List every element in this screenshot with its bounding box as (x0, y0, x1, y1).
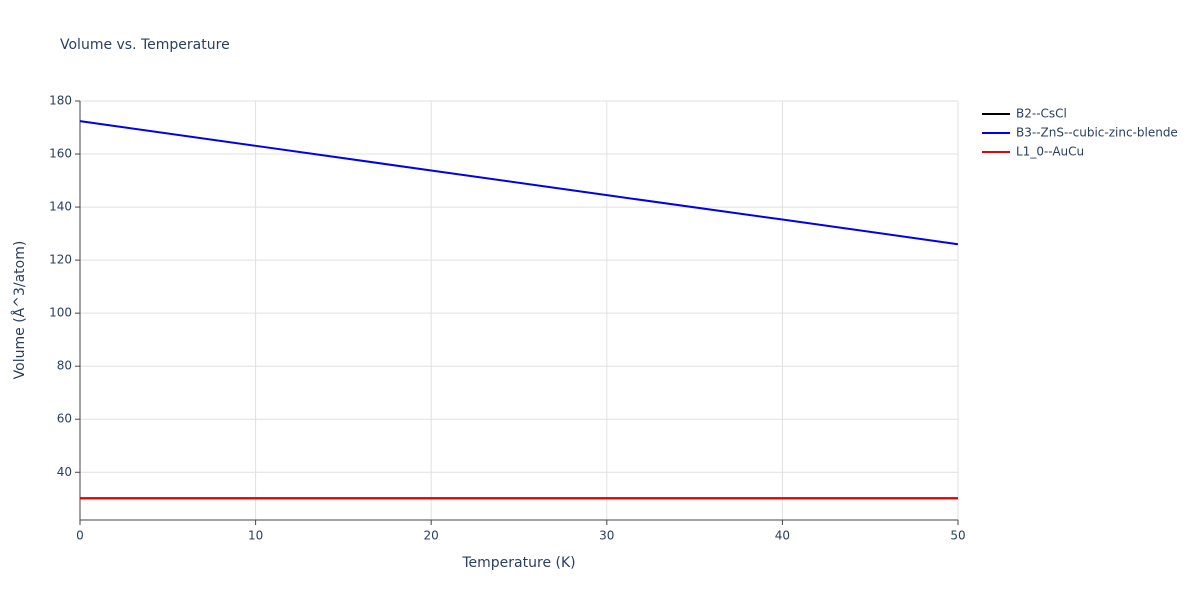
x-axis-label: Temperature (K) (461, 555, 575, 571)
y-axis-label: Volume (Å^3/atom) (11, 241, 28, 380)
legend-label: L1_0--AuCu (1016, 145, 1084, 159)
y-tick-label: 40 (57, 465, 72, 479)
y-tick-label: 80 (57, 359, 72, 373)
legend-label: B2--CsCl (1016, 107, 1067, 121)
x-tick-label: 50 (950, 529, 965, 543)
series-line (79, 120, 959, 246)
legend-label: B3--ZnS--cubic-zinc-blende (1016, 126, 1178, 140)
y-tick-label: 180 (49, 94, 72, 108)
y-tick-label: 120 (49, 253, 72, 267)
y-tick-label: 140 (49, 200, 72, 214)
x-tick-label: 40 (775, 529, 790, 543)
x-tick-label: 0 (76, 529, 84, 543)
x-tick-label: 20 (424, 529, 439, 543)
y-tick-label: 60 (57, 412, 72, 426)
x-tick-label: 10 (248, 529, 263, 543)
y-tick-label: 160 (49, 147, 72, 161)
chart-title: Volume vs. Temperature (60, 37, 230, 53)
x-tick-label: 30 (599, 529, 614, 543)
y-tick-label: 100 (49, 306, 72, 320)
